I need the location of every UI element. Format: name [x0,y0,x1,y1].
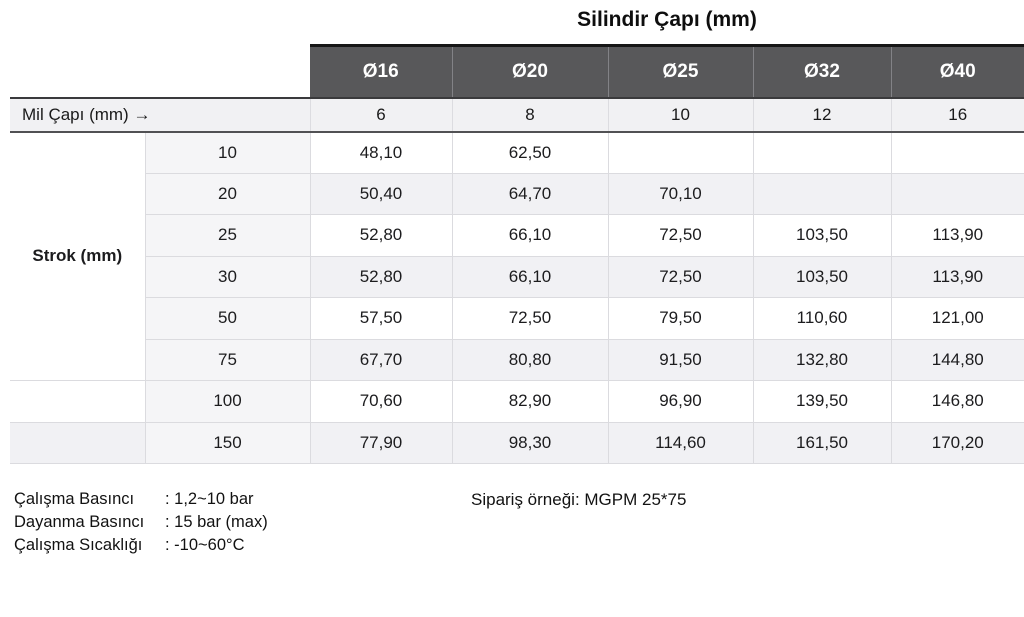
spec-value: : 15 bar (max) [165,513,268,531]
table-cell: 96,90 [607,380,753,422]
table-cell: 77,90 [309,421,452,464]
table-cell: 170,20 [890,421,1024,464]
diameter-header-row: Ø16 Ø20 Ø25 Ø32 Ø40 [10,44,1024,98]
table-row: 25 52,80 66,10 72,50 103,50 113,90 [10,214,1024,256]
table-cell: 82,90 [451,380,608,422]
mil-capi-value: 6 [309,96,452,133]
table-cell: 52,80 [309,214,452,256]
strok-value: 10 [144,131,311,173]
table-cell: 132,80 [752,338,891,381]
strok-label: Strok (mm) [10,131,145,381]
mil-capi-value: 12 [752,96,891,133]
table-row: 75 67,70 80,80 91,50 132,80 144,80 [10,338,1024,381]
table-cell: 80,80 [451,338,608,381]
spec-max-pressure: Dayanma Basıncı : 15 bar (max) [14,511,268,534]
strok-value: 100 [144,380,311,422]
spec-working-temperature: Çalışma Sıcaklığı : -10~60°C [14,534,268,557]
mil-capi-row: Mil Çapı (mm) → 6 8 10 12 16 [10,96,1024,133]
table-cell: 70,60 [309,380,452,422]
diameter-header-40: Ø40 [890,44,1024,98]
table-row: 100 70,60 82,90 96,90 139,50 146,80 [10,380,1024,422]
table-row: Strok (mm) 10 48,10 62,50 [10,131,1024,381]
table-cell [890,131,1024,173]
table-cell: 66,10 [451,214,608,256]
table-cell: 144,80 [890,338,1024,381]
table-cell: 72,50 [607,255,753,298]
table-cell: 64,70 [451,172,608,215]
header-spacer [10,46,310,98]
spec-label: Çalışma Sıcaklığı [14,536,143,554]
table-row: 30 52,80 66,10 72,50 103,50 113,90 [10,255,1024,298]
strok-value: 25 [144,214,311,256]
strok-value: 20 [144,172,311,215]
table-cell: 146,80 [890,380,1024,422]
table-cell: 121,00 [890,297,1024,339]
table-cell: 62,50 [451,131,608,173]
table-cell: 50,40 [309,172,452,215]
strok-value: 75 [144,338,311,381]
spec-working-pressure: Çalışma Basıncı : 1,2~10 bar [14,488,268,511]
table-cell: 67,70 [309,338,452,381]
operating-specs: Çalışma Basıncı : 1,2~10 bar Dayanma Bası… [14,488,268,557]
strok-value: 50 [144,297,311,339]
table-cell: 52,80 [309,255,452,298]
mil-capi-value: 10 [607,96,753,133]
table-cell: 98,30 [451,421,608,464]
cylinder-spec-table: Ø16 Ø20 Ø25 Ø32 Ø40 Mil Çapı (mm) → 6 8 … [10,44,1024,464]
strok-value: 150 [144,421,311,464]
order-example: Sipariş örneği: MGPM 25*75 [471,490,687,509]
spec-value: : 1,2~10 bar [165,490,254,508]
table-cell [752,172,891,215]
table-cell: 103,50 [752,255,891,298]
table-cell: 110,60 [752,297,891,339]
table-cell: 139,50 [752,380,891,422]
spec-label: Çalışma Basıncı [14,490,135,508]
table-cell: 79,50 [607,297,753,339]
table-cell: 48,10 [309,131,452,173]
strok-label-spacer [10,421,145,464]
table-row: 50 57,50 72,50 79,50 110,60 121,00 [10,297,1024,339]
table-row: 20 50,40 64,70 70,10 [10,172,1024,215]
spec-value: : -10~60°C [165,536,245,554]
table-cell: 72,50 [607,214,753,256]
mil-capi-value: 8 [451,96,608,133]
table-cell: 114,60 [607,421,753,464]
table-cell: 72,50 [451,297,608,339]
table-cell [890,172,1024,215]
table-cell [752,131,891,173]
table-row: 150 77,90 98,30 114,60 161,50 170,20 [10,421,1024,464]
table-cell: 103,50 [752,214,891,256]
table-cell: 161,50 [752,421,891,464]
table-cell: 113,90 [890,214,1024,256]
table-cell: 113,90 [890,255,1024,298]
strok-value: 30 [144,255,311,298]
diameter-header-20: Ø20 [451,44,608,98]
table-cell: 66,10 [451,255,608,298]
table-cell [607,131,753,173]
diameter-header-32: Ø32 [752,44,891,98]
table-cell: 70,10 [607,172,753,215]
mil-capi-value: 16 [890,96,1024,133]
mil-capi-label: Mil Çapı (mm) → [10,96,310,133]
table-title: Silindir Çapı (mm) [577,8,757,31]
table-cell: 91,50 [607,338,753,381]
table-cell: 57,50 [309,297,452,339]
diameter-header-16: Ø16 [310,44,452,98]
spec-label: Dayanma Basıncı [14,513,145,531]
diameter-header-25: Ø25 [607,44,753,98]
strok-label-spacer [10,380,145,422]
